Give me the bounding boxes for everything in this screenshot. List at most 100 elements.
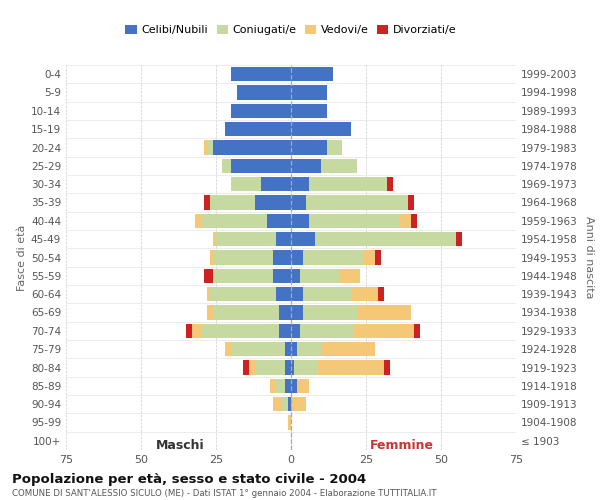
Bar bbox=[321, 158, 357, 173]
Bar bbox=[225, 342, 231, 356]
Bar bbox=[339, 268, 360, 283]
Bar bbox=[273, 268, 291, 283]
Bar bbox=[243, 360, 249, 374]
Bar bbox=[291, 342, 297, 356]
Bar bbox=[276, 287, 291, 302]
Bar bbox=[210, 196, 255, 209]
Bar bbox=[237, 86, 291, 100]
Bar bbox=[267, 214, 291, 228]
Bar bbox=[399, 214, 411, 228]
Bar bbox=[207, 140, 213, 154]
Bar bbox=[231, 67, 291, 82]
Bar bbox=[363, 250, 375, 264]
Bar bbox=[291, 196, 306, 209]
Bar bbox=[291, 214, 309, 228]
Text: Popolazione per età, sesso e stato civile - 2004: Popolazione per età, sesso e stato civil… bbox=[12, 472, 366, 486]
Bar bbox=[291, 324, 300, 338]
Bar bbox=[291, 268, 300, 283]
Bar bbox=[273, 397, 282, 411]
Bar bbox=[213, 232, 216, 246]
Bar bbox=[285, 360, 291, 374]
Bar bbox=[303, 306, 357, 320]
Bar bbox=[255, 196, 291, 209]
Bar bbox=[291, 158, 321, 173]
Bar bbox=[273, 250, 291, 264]
Bar bbox=[222, 158, 231, 173]
Bar bbox=[291, 86, 327, 100]
Bar bbox=[210, 287, 276, 302]
Bar bbox=[276, 378, 285, 393]
Y-axis label: Fasce di età: Fasce di età bbox=[17, 224, 27, 290]
Bar bbox=[288, 416, 291, 430]
Bar bbox=[276, 232, 291, 246]
Bar bbox=[384, 360, 390, 374]
Text: Femmine: Femmine bbox=[370, 439, 434, 452]
Text: COMUNE DI SANT'ALESSIO SICULO (ME) - Dati ISTAT 1° gennaio 2004 - Elaborazione T: COMUNE DI SANT'ALESSIO SICULO (ME) - Dat… bbox=[12, 489, 437, 498]
Bar bbox=[306, 196, 408, 209]
Bar bbox=[294, 360, 318, 374]
Bar bbox=[279, 306, 291, 320]
Bar bbox=[357, 306, 411, 320]
Bar bbox=[204, 268, 213, 283]
Bar bbox=[291, 177, 309, 192]
Bar bbox=[261, 177, 291, 192]
Bar bbox=[414, 324, 420, 338]
Bar bbox=[378, 287, 384, 302]
Bar bbox=[291, 306, 303, 320]
Bar bbox=[285, 342, 291, 356]
Bar bbox=[282, 397, 288, 411]
Bar bbox=[309, 214, 399, 228]
Bar bbox=[303, 287, 351, 302]
Bar bbox=[351, 287, 378, 302]
Bar bbox=[291, 397, 306, 411]
Bar bbox=[303, 250, 363, 264]
Bar bbox=[213, 250, 273, 264]
Bar bbox=[354, 324, 414, 338]
Legend: Celibi/Nubili, Coniugati/e, Vedovi/e, Divorziati/e: Celibi/Nubili, Coniugati/e, Vedovi/e, Di… bbox=[121, 20, 461, 40]
Bar bbox=[207, 306, 213, 320]
Bar bbox=[225, 122, 291, 136]
Bar bbox=[297, 342, 321, 356]
Bar bbox=[291, 232, 315, 246]
Bar bbox=[249, 360, 255, 374]
Text: Maschi: Maschi bbox=[155, 439, 205, 452]
Bar bbox=[327, 140, 342, 154]
Bar bbox=[318, 360, 384, 374]
Bar bbox=[204, 196, 210, 209]
Bar bbox=[231, 158, 291, 173]
Bar bbox=[213, 140, 291, 154]
Bar bbox=[291, 250, 303, 264]
Bar bbox=[300, 324, 354, 338]
Y-axis label: Anni di nascita: Anni di nascita bbox=[584, 216, 594, 298]
Bar bbox=[291, 104, 327, 118]
Bar bbox=[201, 214, 267, 228]
Bar bbox=[456, 232, 462, 246]
Bar bbox=[207, 287, 210, 302]
Bar bbox=[255, 360, 285, 374]
Bar bbox=[321, 342, 375, 356]
Bar bbox=[201, 324, 279, 338]
Bar bbox=[375, 250, 381, 264]
Bar bbox=[204, 140, 207, 154]
Bar bbox=[213, 268, 273, 283]
Bar bbox=[291, 287, 303, 302]
Bar bbox=[195, 214, 201, 228]
Bar bbox=[285, 378, 291, 393]
Bar bbox=[315, 232, 456, 246]
Bar bbox=[213, 306, 279, 320]
Bar bbox=[291, 122, 351, 136]
Bar bbox=[387, 177, 393, 192]
Bar bbox=[231, 177, 261, 192]
Bar bbox=[288, 397, 291, 411]
Bar bbox=[291, 378, 297, 393]
Bar bbox=[210, 250, 213, 264]
Bar bbox=[291, 140, 327, 154]
Bar bbox=[192, 324, 201, 338]
Bar bbox=[231, 342, 285, 356]
Bar bbox=[216, 232, 276, 246]
Bar bbox=[231, 104, 291, 118]
Bar bbox=[408, 196, 414, 209]
Bar bbox=[186, 324, 192, 338]
Bar bbox=[297, 378, 309, 393]
Bar bbox=[279, 324, 291, 338]
